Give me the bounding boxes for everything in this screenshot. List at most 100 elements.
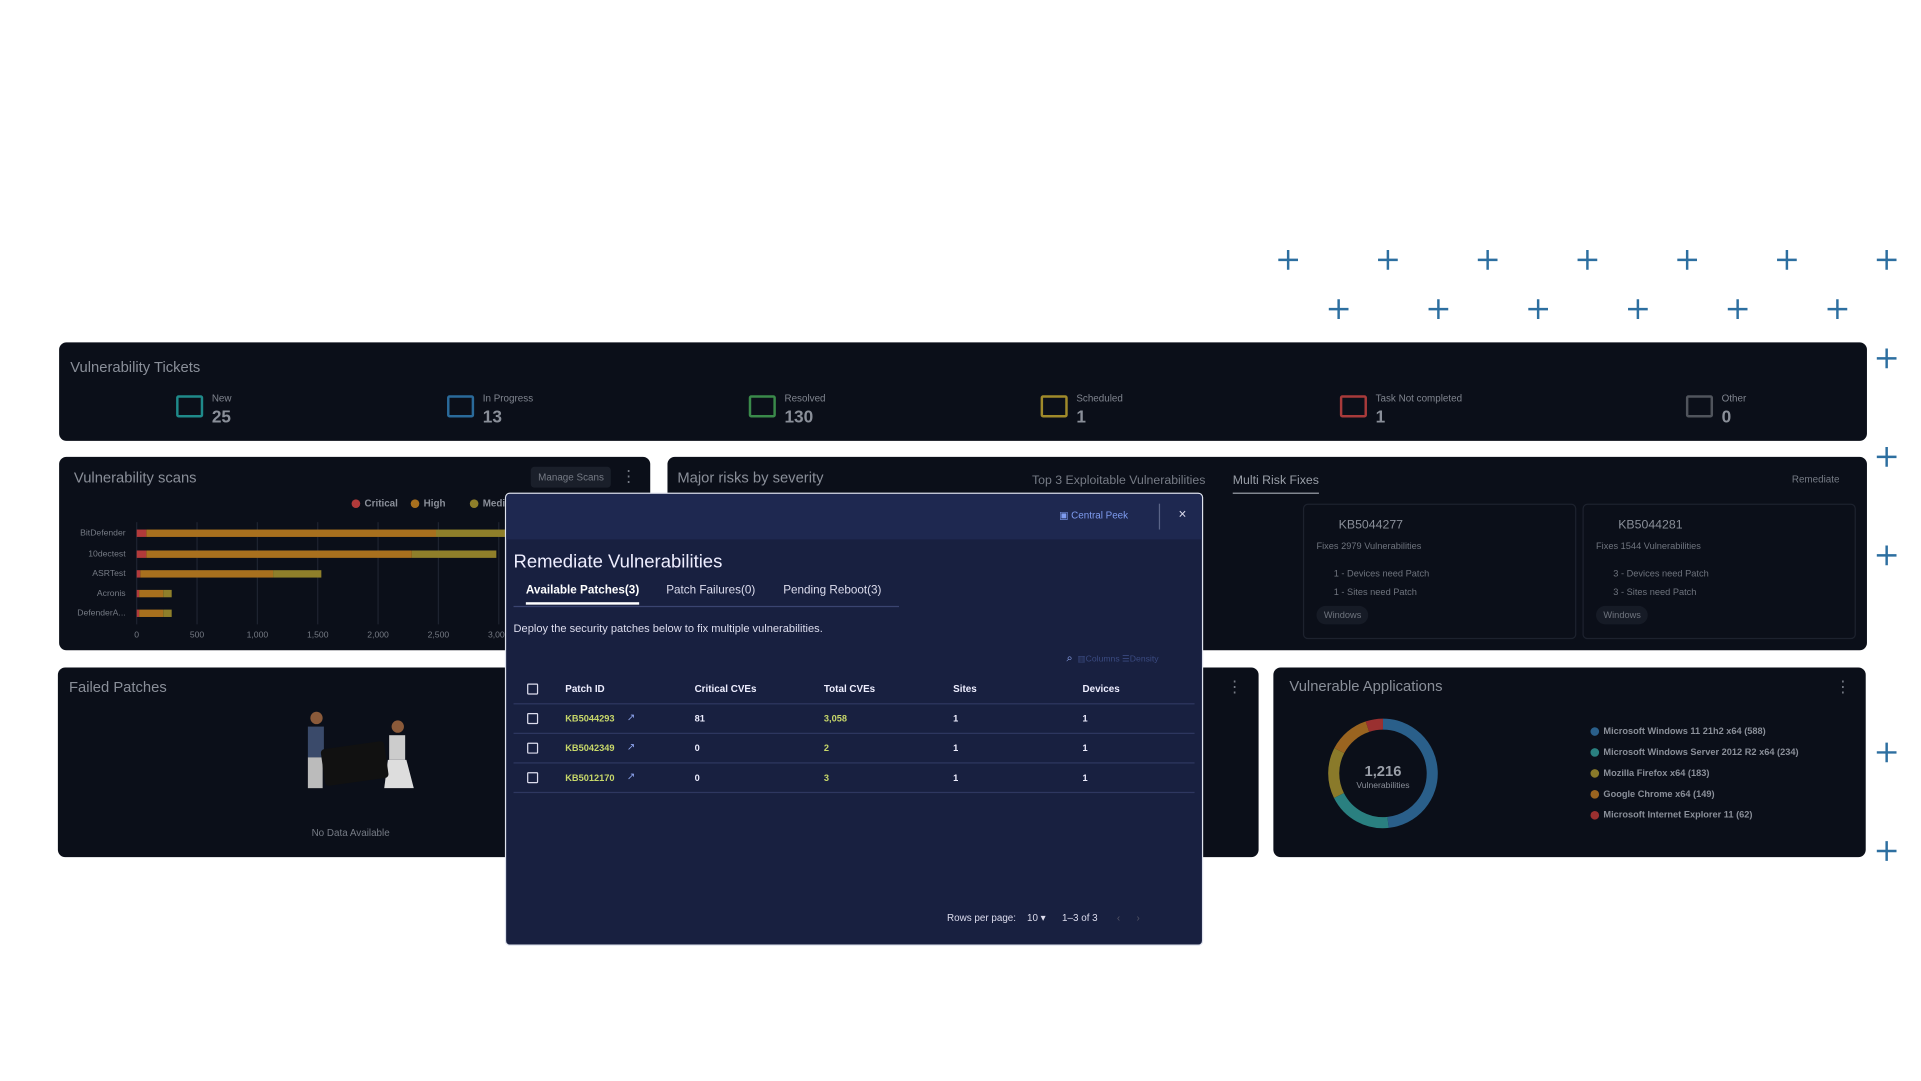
- column-header: Sites: [953, 683, 977, 695]
- fixes: Fixes 2979 Vulnerabilities: [1316, 540, 1422, 552]
- external-link-icon[interactable]: ↗: [626, 711, 636, 723]
- legend-label: Microsoft Internet Explorer 11 (62): [1603, 810, 1752, 820]
- ticket-icon: [748, 395, 776, 418]
- checkbox[interactable]: [527, 772, 539, 784]
- donut-segment: [1334, 721, 1370, 754]
- menu-icon[interactable]: ⋮: [620, 466, 637, 486]
- tab[interactable]: Multi Risk Fixes: [1232, 474, 1319, 494]
- cell[interactable]: KB5012170: [565, 772, 615, 784]
- cell: 1: [1082, 772, 1088, 784]
- x-tick-label: 3,000: [488, 630, 510, 640]
- ticket-count: 130: [784, 406, 814, 427]
- plus: [1727, 299, 1748, 319]
- search-icon[interactable]: ⌕: [1066, 651, 1073, 664]
- plus: [1876, 447, 1897, 467]
- cell: 1: [1082, 742, 1088, 754]
- ticket-count: 0: [1721, 406, 1732, 427]
- x-tick-label: 0: [134, 630, 139, 640]
- devices: 1 - Devices need Patch: [1333, 567, 1430, 579]
- panel-title: Vulnerability Tickets: [70, 358, 201, 376]
- legend-swatch: [1590, 790, 1600, 799]
- next[interactable]: ›: [1136, 912, 1140, 924]
- plus: [1777, 249, 1797, 270]
- external-link-icon[interactable]: ↗: [626, 741, 636, 753]
- modal-header: ▣ Central Peek ×: [506, 493, 1202, 540]
- menu-icon[interactable]: ⋮: [1834, 677, 1851, 696]
- bar: [139, 609, 164, 617]
- donut-segment: [1328, 748, 1345, 798]
- central-peek-button[interactable]: ▣ Central Peek: [1059, 509, 1129, 521]
- tab[interactable]: Top 3 Exploitable Vulnerabilities: [1031, 474, 1206, 488]
- checkbox[interactable]: [527, 713, 539, 725]
- cell[interactable]: 2: [823, 742, 830, 754]
- ticket-icon: [1685, 395, 1714, 418]
- legend-label: Mozilla Firefox x64 (183): [1603, 768, 1709, 778]
- plus: [1577, 249, 1598, 270]
- remediate-button[interactable]: Remediate: [1791, 474, 1840, 486]
- legend-label: Critical: [365, 498, 399, 509]
- table-header: Patch ID Critical CVEs Total CVEs Sites Devi…: [513, 675, 1195, 705]
- panel-title: Vulnerable Applications: [1289, 677, 1443, 695]
- ticket-label: Other: [1721, 392, 1747, 404]
- patch-id: KB5044281: [1618, 518, 1683, 533]
- tab[interactable]: Patch Failures(0): [666, 583, 756, 598]
- ticket-icon: [1040, 395, 1068, 418]
- bar: [136, 529, 147, 537]
- devices: 3 - Devices need Patch: [1613, 567, 1709, 579]
- checkbox[interactable]: [527, 683, 539, 695]
- patch-id: KB5044277: [1338, 518, 1404, 533]
- tab[interactable]: Pending Reboot(3): [783, 583, 882, 598]
- bar: [411, 550, 497, 558]
- bar: [163, 609, 172, 617]
- cell: 0: [694, 772, 700, 784]
- fixes: Fixes 1544 Vulnerabilities: [1596, 540, 1701, 552]
- description: Deploy the security patches below to fix…: [513, 621, 823, 635]
- table-row: KB5042349 ↗ 0 2 1 1: [513, 734, 1195, 764]
- os-tag: Windows: [1596, 605, 1649, 625]
- x-tick-label: 500: [190, 630, 205, 640]
- rows-label: Rows per page:: [947, 912, 1017, 924]
- prev[interactable]: ‹: [1116, 912, 1121, 924]
- donut-segment: [1382, 718, 1438, 828]
- bar: [273, 570, 322, 578]
- ticket-label: Resolved: [784, 392, 826, 404]
- illustration: [307, 711, 414, 789]
- legend-swatch: [1590, 727, 1600, 736]
- close-button[interactable]: ×: [1178, 507, 1187, 523]
- cell[interactable]: 3,058: [823, 713, 848, 725]
- x-tick-label: 2,000: [367, 630, 389, 640]
- cell: 1: [1082, 713, 1088, 725]
- plus: [1827, 299, 1848, 319]
- ticket-icon: [176, 395, 204, 418]
- menu-icon[interactable]: ⋮: [1226, 677, 1243, 696]
- bar: [436, 529, 521, 537]
- tickets-panel: Vulnerability Tickets New 25 In Progress 13…: [59, 342, 1867, 441]
- panel-title: Vulnerability scans: [73, 469, 197, 487]
- checkbox[interactable]: [527, 742, 539, 754]
- ticket-count: 25: [211, 406, 232, 427]
- legend-swatch: [469, 499, 479, 508]
- legend-label: Microsoft Windows Server 2012 R2 x64 (23…: [1603, 747, 1798, 757]
- cell[interactable]: 3: [823, 772, 830, 784]
- label: Central Peek: [1071, 509, 1129, 521]
- sites: 1 - Sites need Patch: [1333, 586, 1417, 598]
- bar: [136, 609, 140, 617]
- cell: 0: [694, 742, 700, 754]
- manage-scans-button[interactable]: Manage Scans: [530, 466, 612, 488]
- column-header: Patch ID: [565, 683, 605, 695]
- rows-select[interactable]: 10: [1026, 912, 1038, 924]
- os-tag: Windows: [1316, 605, 1369, 625]
- external-link-icon[interactable]: ↗: [626, 770, 636, 783]
- plus: [1876, 742, 1897, 763]
- patch-card: KB5044281 Fixes 1544 Vulnerabilities 3 - D…: [1582, 503, 1856, 640]
- cell[interactable]: KB5042349: [565, 742, 615, 754]
- cell[interactable]: KB5044293: [565, 713, 615, 725]
- columns-button[interactable]: Columns: [1085, 655, 1120, 664]
- density-button[interactable]: Density: [1129, 655, 1159, 664]
- tab[interactable]: Available Patches(3): [525, 584, 640, 605]
- bar: [163, 589, 172, 598]
- ticket-label: New: [211, 392, 232, 404]
- bar: [136, 550, 147, 558]
